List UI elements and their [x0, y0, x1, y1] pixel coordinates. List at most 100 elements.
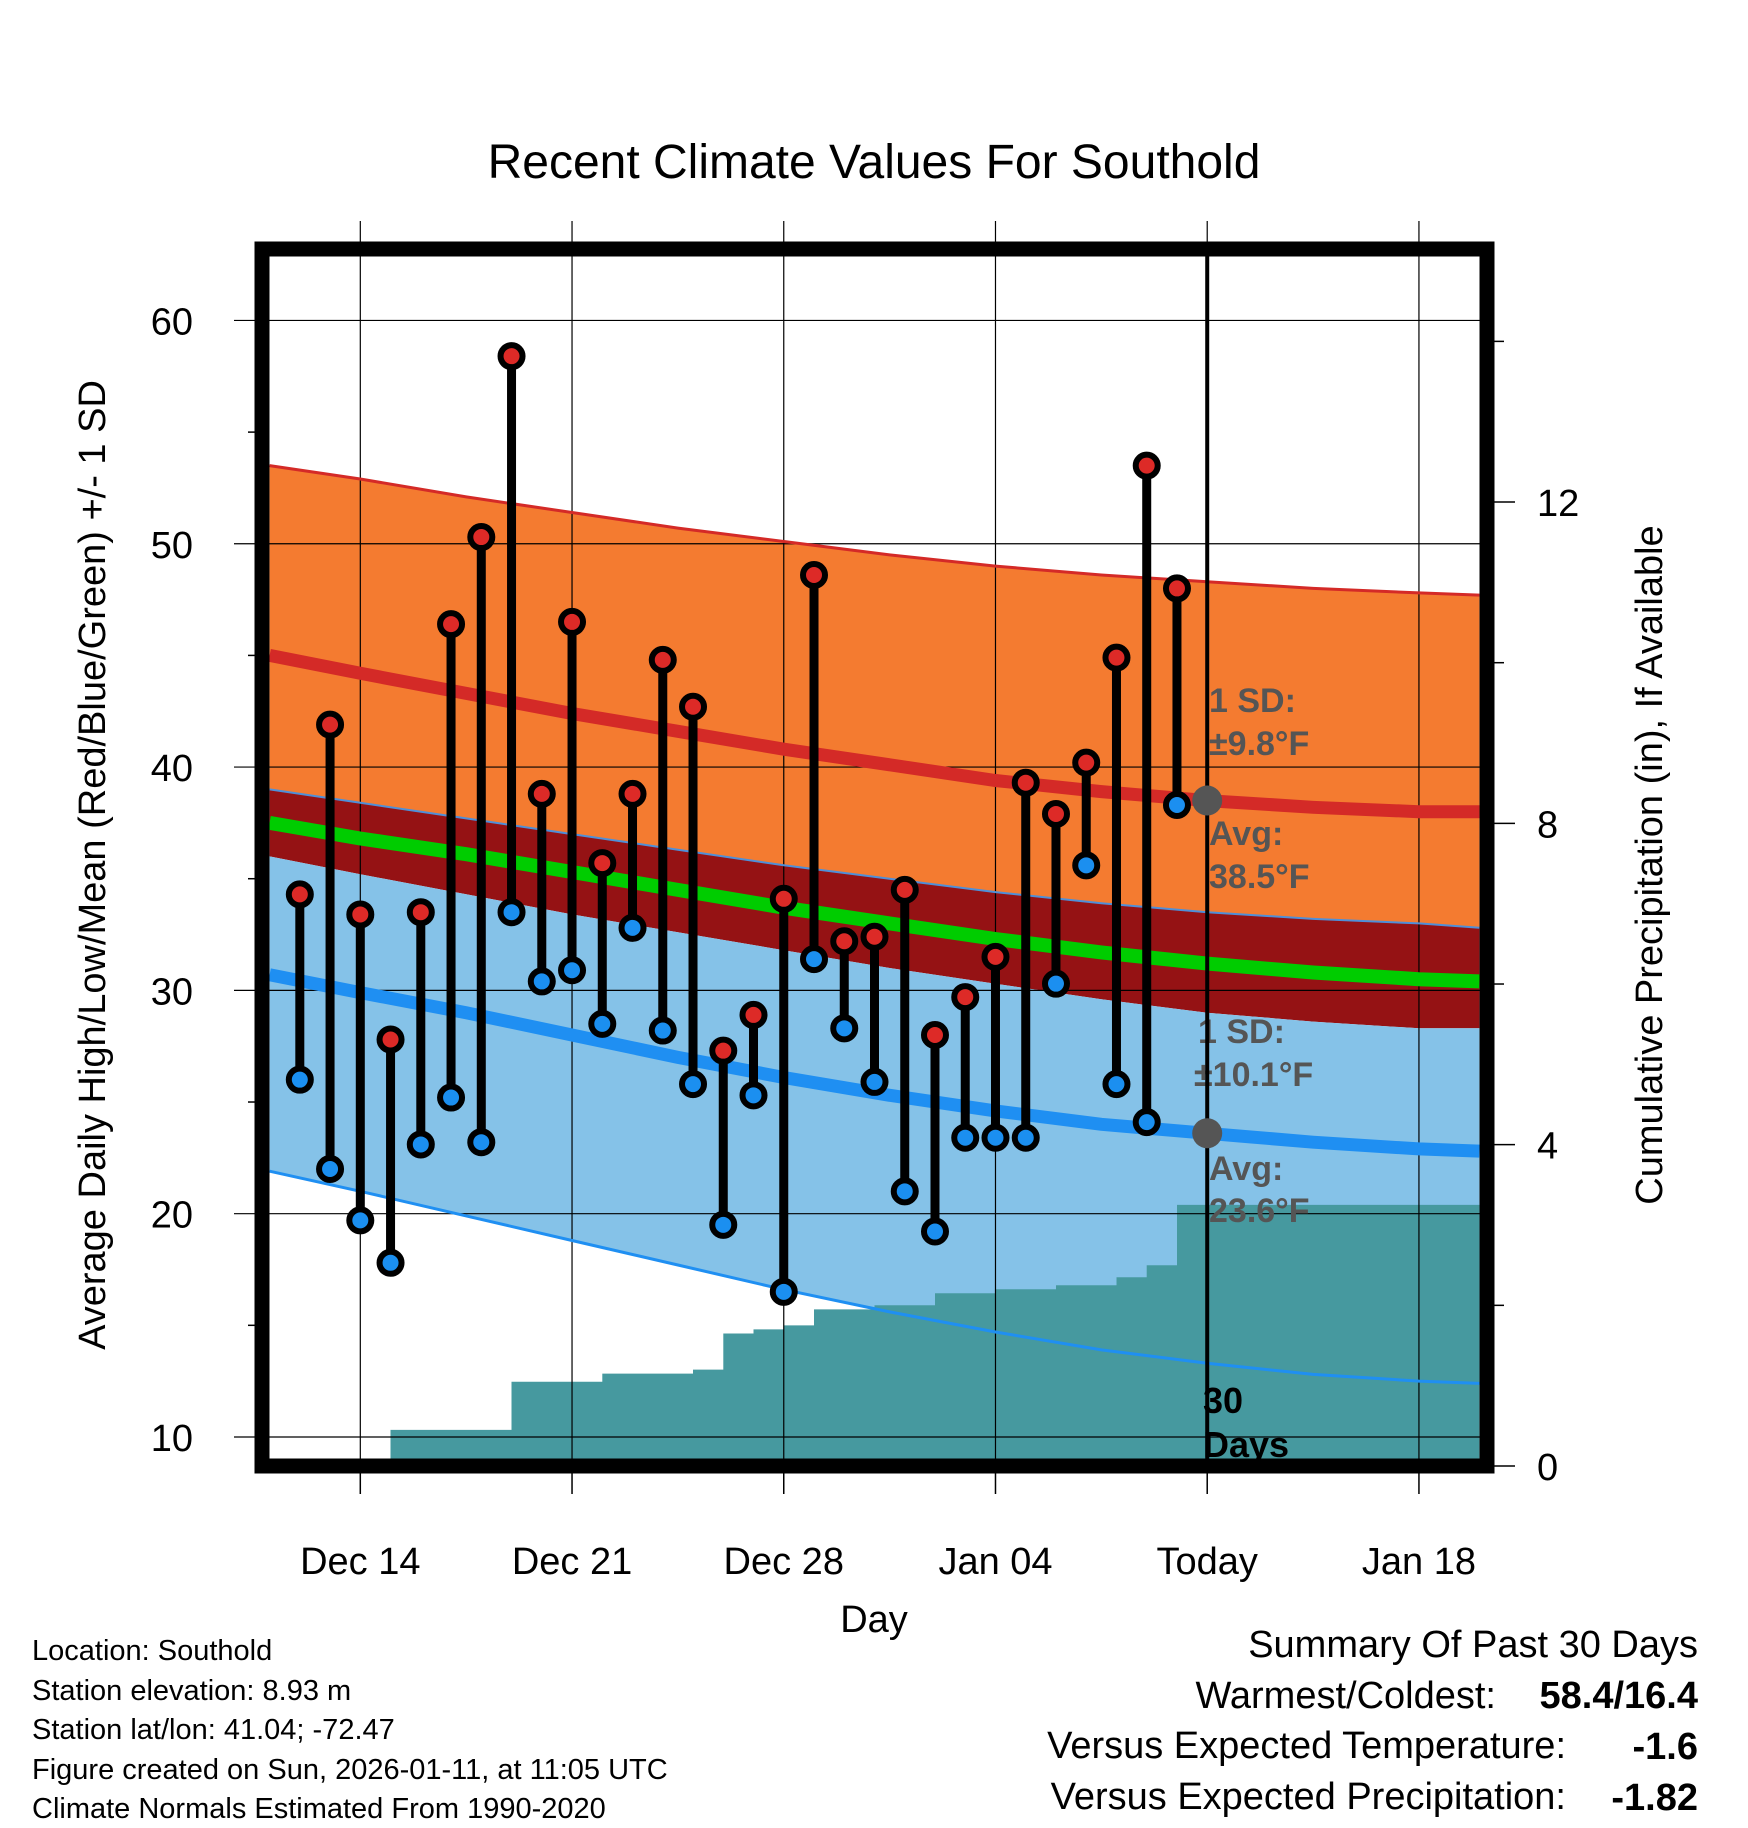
y-tick-label: 20: [151, 1195, 193, 1237]
period-label-number: 30: [1203, 1380, 1243, 1421]
x-axis-label: Day: [840, 1599, 908, 1641]
daily-high-dot: [588, 849, 617, 878]
footer-created: Figure created on Sun, 2026-01-11, at 11…: [32, 1754, 668, 1786]
low-sd-label: 1 SD:: [1198, 1013, 1285, 1051]
daily-high-dot: [648, 645, 677, 674]
normal-mean-line: [268, 816, 1480, 989]
summary-heading: Summary Of Past 30 Days: [1248, 1624, 1698, 1666]
summary-warm-cold-label: Warmest/Coldest:: [1195, 1675, 1496, 1717]
y-tick-label: 50: [151, 525, 193, 567]
daily-high-dot: [316, 710, 345, 739]
y-tick-label: 30: [151, 971, 193, 1013]
daily-high-dot: [1072, 748, 1101, 777]
normal-high-line: [268, 649, 1480, 819]
high-sd-label: 1 SD:: [1209, 682, 1296, 720]
daily-high-dot: [739, 1000, 768, 1029]
daily-low-dot: [285, 1065, 314, 1094]
chart-title: Recent Climate Values For Southold: [488, 136, 1261, 189]
band-annotations: 1 SD: ±9.8°F Avg: 38.5°F 1 SD: ±10.1°F A…: [1194, 682, 1313, 1230]
daily-high-dot: [376, 1025, 405, 1054]
daily-high-dot: [920, 1021, 949, 1050]
daily-low-dot: [800, 945, 829, 974]
daily-low-dot: [890, 1177, 919, 1206]
summary-precip-value: -1.82: [1611, 1777, 1698, 1819]
daily-low-dot: [346, 1206, 375, 1235]
daily-high-dot: [467, 523, 496, 552]
daily-high-dot: [860, 922, 889, 951]
x-tick-label: Today: [1157, 1541, 1258, 1583]
x-tick-label: Dec 21: [512, 1541, 632, 1583]
daily-high-dot: [618, 779, 647, 808]
daily-low-dot: [679, 1070, 708, 1099]
daily-low-dot: [316, 1155, 345, 1184]
daily-low-dot: [830, 1014, 859, 1043]
low-avg-value: 23.6°F: [1209, 1192, 1310, 1230]
daily-high-dot: [346, 900, 375, 929]
daily-low-dot: [437, 1083, 466, 1112]
average-markers: [1192, 785, 1223, 1149]
daily-high-dot: [1011, 768, 1040, 797]
footer-location: Location: Southold: [32, 1635, 272, 1667]
daily-low-dot: [497, 898, 526, 927]
y2-tick-label: 0: [1537, 1447, 1558, 1489]
daily-dots: [285, 342, 1191, 1306]
high-plus-sd-line: [269, 464, 1480, 597]
daily-high-dot: [497, 342, 526, 371]
low-minus-sd-line: [269, 1169, 1480, 1385]
summary-box: Summary Of Past 30 Days Warmest/Coldest:…: [1047, 1624, 1698, 1819]
daily-high-dot: [437, 610, 466, 639]
daily-low-dot: [860, 1067, 889, 1096]
daily-high-dot: [1162, 574, 1191, 603]
daily-high-dot: [981, 942, 1010, 971]
daily-high-dot: [1041, 799, 1070, 828]
daily-high-dot: [679, 692, 708, 721]
y-axis-label: Average Daily High/Low/Mean (Red/Blue/Gr…: [72, 380, 114, 1350]
daily-low-dot: [648, 1016, 677, 1045]
daily-high-dot: [709, 1036, 738, 1065]
x-tick-label: Dec 14: [300, 1541, 420, 1583]
low-avg-label: Avg:: [1209, 1150, 1283, 1188]
daily-high-dot: [527, 779, 556, 808]
daily-high-dot: [769, 884, 798, 913]
x-tick-label: Jan 18: [1362, 1541, 1476, 1583]
daily-low-dot: [618, 913, 647, 942]
station-info: Location: Southold Station elevation: 8.…: [32, 1635, 668, 1825]
daily-low-dot: [1011, 1123, 1040, 1152]
daily-low-dot: [709, 1210, 738, 1239]
daily-low-dot: [951, 1123, 980, 1152]
y-tick-label: 10: [151, 1418, 193, 1460]
period-label-days: Days: [1203, 1424, 1289, 1465]
footer-normals: Climate Normals Estimated From 1990-2020: [32, 1793, 606, 1825]
daily-high-dot: [951, 983, 980, 1012]
avg-high-marker: [1192, 785, 1223, 816]
daily-high-dot: [890, 875, 919, 904]
y2-tick-label: 8: [1537, 804, 1558, 846]
daily-high-dot: [1132, 451, 1161, 480]
y2-tick-label: 4: [1537, 1126, 1558, 1168]
y2-axis-label: Cumulative Precipitation (in), If Availa…: [1629, 525, 1671, 1204]
daily-low-dot: [1072, 851, 1101, 880]
daily-low-dot: [406, 1130, 435, 1159]
plot-frame: [254, 241, 1495, 1474]
avg-low-marker: [1192, 1118, 1223, 1149]
summary-temp-value: -1.6: [1633, 1726, 1698, 1768]
daily-low-dot: [920, 1217, 949, 1246]
summary-warm-cold-value: 58.4/16.4: [1540, 1675, 1698, 1717]
daily-low-dot: [1041, 969, 1070, 998]
y-tick-label: 40: [151, 748, 193, 790]
daily-low-dot: [467, 1128, 496, 1157]
precipitation-area: [343, 1204, 1480, 1466]
low-sd-value: ±10.1°F: [1194, 1056, 1313, 1094]
y-tick-label: 60: [151, 301, 193, 343]
daily-low-dot: [1162, 791, 1191, 820]
daily-low-dot: [1102, 1070, 1131, 1099]
summary-precip-label: Versus Expected Precipitation:: [1051, 1776, 1566, 1818]
daily-high-dot: [406, 898, 435, 927]
normal-low-line: [268, 968, 1480, 1158]
daily-low-dot: [1132, 1108, 1161, 1137]
precipitation-fill: [343, 1204, 1480, 1466]
daily-low-dot: [376, 1248, 405, 1277]
normal-lines: [268, 464, 1480, 1385]
daily-low-dot: [588, 1009, 617, 1038]
